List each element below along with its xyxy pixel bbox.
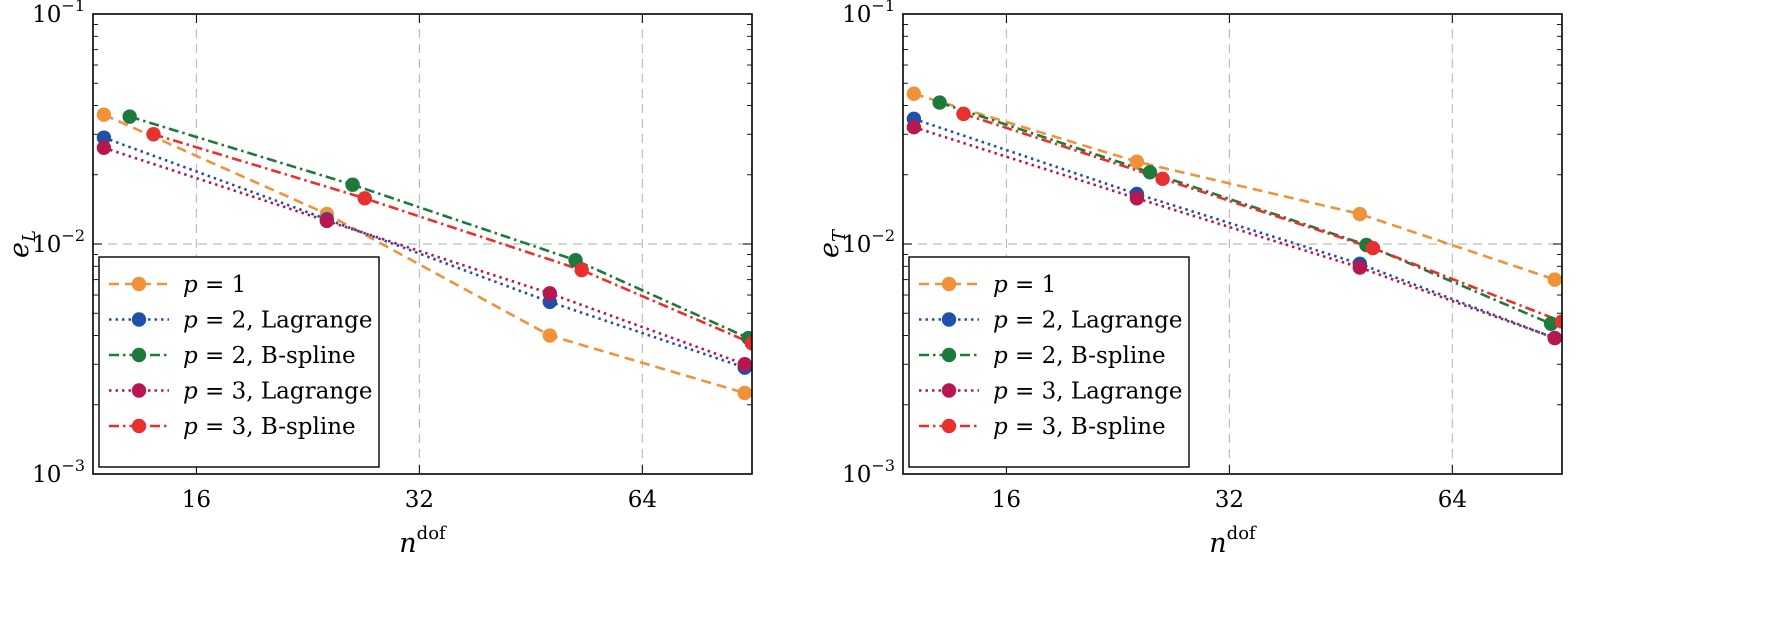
data-point-series-1 <box>542 328 558 343</box>
series-line-3 <box>129 115 749 340</box>
data-point-series-5 <box>1365 240 1381 256</box>
data-layer <box>96 107 752 401</box>
x-axis-label: ndof <box>399 523 447 559</box>
legend-label-1: p = 1 <box>183 272 246 298</box>
legend-label-1: p = 1 <box>993 272 1056 298</box>
y-tick-label: 10−1 <box>842 0 895 28</box>
legend: p = 1 p = 2, Lagrange p = 2, B-spline p = 3… <box>98 256 380 468</box>
data-point-series-4 <box>906 119 922 135</box>
legend-marker-5 <box>941 418 957 434</box>
data-point-series-1 <box>1352 206 1368 222</box>
data-point-series-5 <box>744 336 752 351</box>
legend-marker-1 <box>941 276 957 292</box>
legend-box <box>908 256 1190 468</box>
data-point-series-5 <box>956 106 971 122</box>
data-point-series-1 <box>96 107 112 122</box>
x-tick-label: 64 <box>628 487 657 513</box>
series-line-5 <box>963 112 1562 323</box>
data-point-series-4 <box>1547 330 1562 346</box>
y-tick-label: 10−3 <box>32 456 85 488</box>
plot-frame <box>92 13 753 475</box>
legend-marker-3 <box>131 347 147 363</box>
x-tick-label: 16 <box>182 487 211 513</box>
x-tick-label: 64 <box>1438 487 1467 513</box>
x-tick-label: 16 <box>992 487 1021 513</box>
legend-marker-1 <box>131 276 147 292</box>
data-point-series-5 <box>1554 314 1562 329</box>
legend: p = 1 p = 2, Lagrange p = 2, B-spline p = 3… <box>908 256 1190 468</box>
legend-label-4: p = 3, Lagrange <box>183 379 372 405</box>
data-point-series-3 <box>932 95 947 110</box>
series-line-2 <box>913 117 1556 340</box>
legend-label-4: p = 3, Lagrange <box>993 379 1182 405</box>
legend-label-2: p = 2, Lagrange <box>993 308 1182 334</box>
x-tick-label: 32 <box>405 487 434 513</box>
y-axis-label: eT <box>814 228 850 258</box>
x-tick-label: 32 <box>1215 487 1244 513</box>
legend-box <box>98 256 380 468</box>
data-point-series-4 <box>1129 191 1145 206</box>
data-point-series-4 <box>319 213 335 229</box>
series-line-2 <box>103 136 746 369</box>
series-line-4 <box>103 146 746 366</box>
legend-label-3: p = 2, B-spline <box>993 343 1166 369</box>
legend-marker-4 <box>941 383 957 398</box>
y-tick-label: 10−2 <box>842 226 895 258</box>
data-point-series-5 <box>357 191 372 206</box>
legend-label-5: p = 3, B-spline <box>993 414 1166 440</box>
data-point-series-3 <box>122 109 137 124</box>
legend-marker-5 <box>131 418 147 434</box>
data-point-series-1 <box>1129 154 1145 169</box>
x-axis-label: ndof <box>1209 523 1257 559</box>
y-tick-label: 10−1 <box>32 0 85 28</box>
chart-panel-2: 16 32 64 10−3 10−2 10−1 eT ndof p = 1 p = 2, Lagr… <box>814 0 1563 559</box>
data-point-series-1 <box>906 86 922 101</box>
legend-label-2: p = 2, Lagrange <box>183 308 372 334</box>
legend-marker-3 <box>941 347 957 363</box>
data-point-series-5 <box>1155 171 1170 187</box>
series-line-1 <box>103 113 746 395</box>
legend-marker-2 <box>131 312 147 327</box>
legend-label-3: p = 2, B-spline <box>183 343 356 369</box>
data-point-series-3 <box>1543 316 1559 331</box>
data-point-series-4 <box>96 140 112 155</box>
data-point-series-4 <box>542 286 558 301</box>
series-line-1 <box>913 92 1556 281</box>
data-point-series-4 <box>1352 260 1368 275</box>
y-tick-label: 10−3 <box>842 456 895 488</box>
y-axis-label: eL <box>4 230 40 258</box>
series-line-5 <box>153 133 752 345</box>
data-point-series-1 <box>1547 272 1562 287</box>
legend-marker-2 <box>941 312 957 327</box>
data-point-series-3 <box>1142 165 1158 180</box>
data-point-series-3 <box>345 177 360 192</box>
series-line-4 <box>913 125 1556 340</box>
plot-frame <box>902 13 1563 475</box>
data-layer <box>906 86 1562 346</box>
series-line-3 <box>939 101 1552 325</box>
data-point-series-2 <box>96 130 112 145</box>
legend-marker-4 <box>131 383 147 398</box>
data-point-series-1 <box>737 385 752 401</box>
chart-panel-1: 16 32 64 10−3 10−2 10−1 eL ndof p = 1 p = 2, Lagr… <box>4 0 753 559</box>
y-tick-label: 10−2 <box>32 226 85 258</box>
data-point-series-5 <box>146 127 161 142</box>
data-point-series-4 <box>737 357 752 372</box>
data-point-series-5 <box>574 262 589 278</box>
legend-label-5: p = 3, B-spline <box>183 414 356 440</box>
